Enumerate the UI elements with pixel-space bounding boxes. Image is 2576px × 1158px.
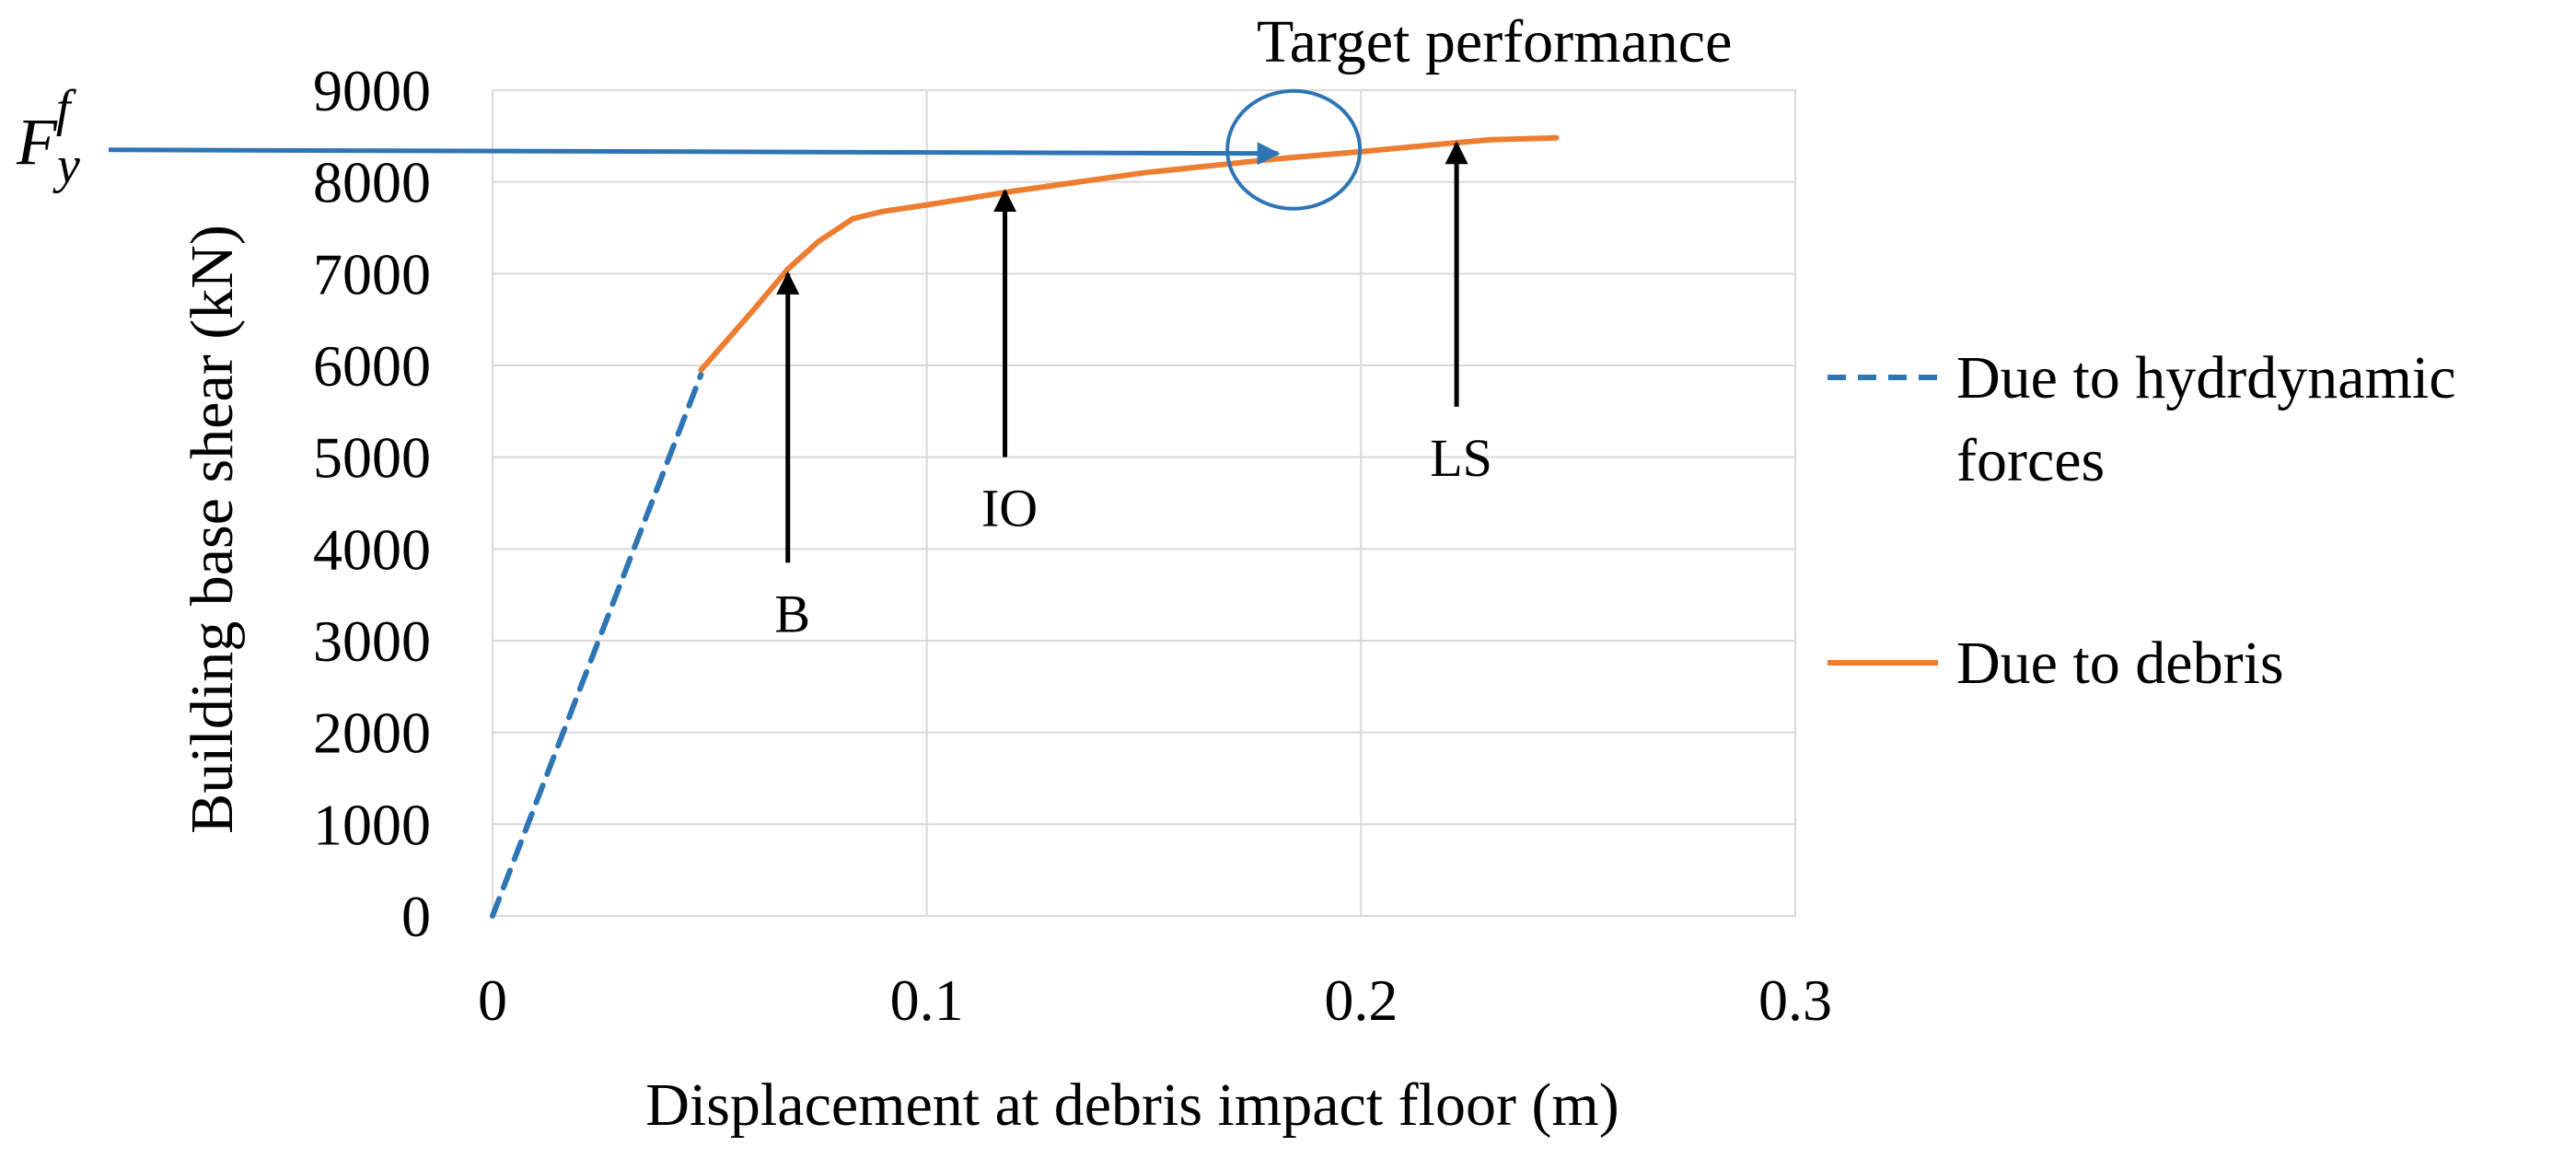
y-tick-label-2: 2000	[313, 701, 431, 766]
x-tick-label-0: 0	[478, 967, 507, 1033]
legend: Due to hydrdynamic forces Due to debris	[1828, 344, 2456, 697]
fy-label-main: F	[16, 105, 58, 179]
fy-indicator: Fyf	[16, 80, 1281, 194]
series-line-0	[490, 372, 704, 919]
series-line-1	[698, 134, 1560, 373]
fy-label: Fyf	[16, 80, 80, 194]
legend-label-debris: Due to debris	[1956, 630, 2284, 697]
annotation-label-b: B	[774, 584, 810, 643]
fy-arrow-line	[108, 142, 1281, 166]
y-tick-label-5: 5000	[313, 425, 431, 491]
plot-border	[492, 89, 1796, 917]
y-tick-label-1: 1000	[313, 792, 431, 857]
y-tick-label-6: 6000	[313, 333, 431, 399]
y-tick-label-7: 7000	[313, 241, 431, 307]
fy-label-superscript: f	[56, 80, 77, 137]
y-tick-label-4: 4000	[313, 516, 431, 582]
plot-area-frame	[492, 89, 1796, 917]
y-tick-label-0: 0	[401, 884, 431, 949]
legend-label-hydrodynamic-line1: Due to hydrdynamic	[1956, 344, 2456, 411]
y-tick-label-9: 9000	[313, 58, 431, 123]
annotations: B IO LS	[774, 141, 1492, 643]
y-tick-labels: 0 1000 2000 3000 4000 5000 6000 7000 8000 9000	[313, 58, 431, 949]
x-axis-label: Displacement at debris impact floor (m)	[645, 1071, 1619, 1139]
grid	[492, 89, 1796, 917]
x-tick-label-1: 0.1	[890, 967, 964, 1033]
y-axis-label: Building base shear (kN)	[179, 225, 246, 834]
annotation-label-io: IO	[981, 479, 1038, 538]
x-tick-label-2: 0.2	[1324, 967, 1398, 1033]
annotation-label-ls: LS	[1430, 428, 1492, 488]
y-tick-label-8: 8000	[313, 150, 431, 215]
target-performance-label: Target performance	[1257, 8, 1732, 75]
y-tick-label-3: 3000	[313, 608, 431, 674]
target-circle	[1225, 88, 1363, 211]
x-tick-label-3: 0.3	[1758, 967, 1832, 1033]
series-lines	[490, 134, 1560, 919]
legend-label-hydrodynamic-line2: forces	[1956, 427, 2105, 494]
target-performance: Target performance	[1225, 8, 1732, 211]
fy-label-subscript: y	[52, 137, 80, 194]
x-tick-labels: 0 0.1 0.2 0.3	[478, 967, 1832, 1033]
